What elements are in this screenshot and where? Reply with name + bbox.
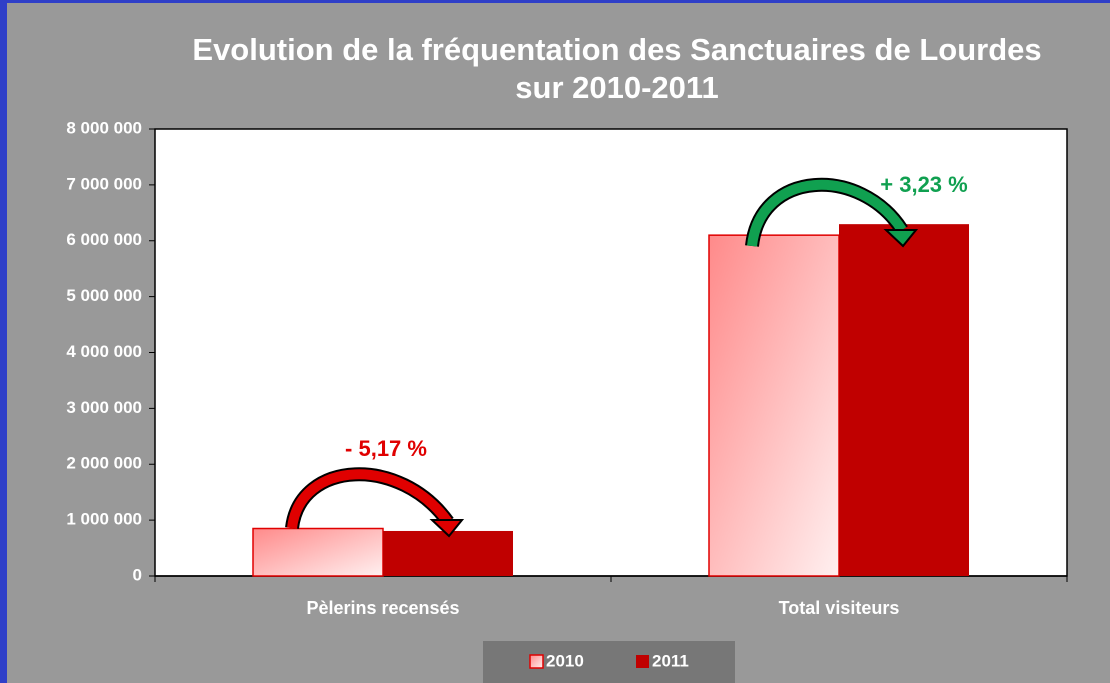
y-tick-label: 8 000 000: [66, 118, 142, 137]
legend-label: 2010: [546, 651, 584, 670]
chart-title: Evolution de la fréquentation des Sanctu…: [192, 32, 1042, 105]
y-tick-label: 7 000 000: [66, 174, 142, 193]
arrows: [285, 177, 919, 538]
chart: 0 1 000 000 2 000 000 3 000 000 4 000 000 5 0…: [66, 118, 1068, 683]
x-tick-label: Pèlerins recensés: [306, 598, 459, 618]
legend-box: [483, 641, 735, 683]
bar: [708, 234, 840, 577]
bar: [839, 224, 969, 576]
legend-swatch: [529, 654, 544, 669]
bar: [252, 527, 384, 577]
y-tick-label: 2 000 000: [66, 454, 142, 473]
annotation: - 5,17 %: [345, 436, 427, 461]
y-tick-label: 5 000 000: [66, 286, 142, 305]
y-tick-label: 3 000 000: [66, 398, 142, 417]
annotation: + 3,23 %: [880, 172, 967, 197]
y-tick-label: 4 000 000: [66, 342, 142, 361]
bar: [383, 530, 513, 576]
legend-swatch: [636, 655, 649, 668]
legend-label: 2011: [652, 651, 689, 670]
y-tick-label: 0: [133, 565, 142, 584]
x-tick-label: Total visiteurs: [779, 598, 900, 618]
y-tick-label: 1 000 000: [66, 510, 142, 529]
y-tick-label: 6 000 000: [66, 230, 142, 249]
